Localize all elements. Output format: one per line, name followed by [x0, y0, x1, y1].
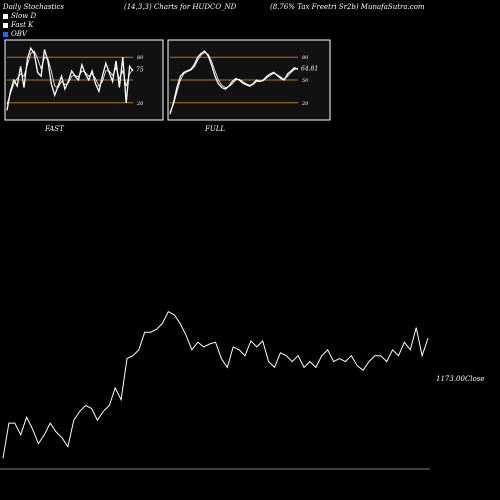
- close-price-label: 1173.00Close: [436, 375, 485, 383]
- full-series-full-d: [169, 52, 299, 113]
- full-series-full-k: [169, 50, 299, 115]
- full-level-label: 20: [301, 101, 309, 107]
- chart-subtitle: (14,3,3) Charts for HUDCO_ND: [124, 3, 237, 11]
- fast-level-label: 20: [136, 101, 144, 107]
- price-obv-plot: [2, 311, 429, 459]
- full-level-label: 50: [302, 78, 309, 84]
- fast-value-label: 75: [136, 66, 144, 73]
- legend-swatch: [3, 31, 8, 37]
- legend-obv: OBV: [3, 30, 27, 38]
- full-level-label: 80: [302, 55, 309, 61]
- legend-swatch: [3, 13, 8, 19]
- full-value-label: 64.81: [301, 66, 318, 73]
- site-credit: (8.76% Tax Freetri Sr2b) MunafaSutra.com: [270, 3, 425, 11]
- full-stochastic-plot: 80 50 20 64.81: [169, 50, 318, 115]
- fast-stochastic-plot: 80 20 75: [6, 46, 144, 111]
- full-axis-label: FULL: [204, 125, 225, 133]
- legend-swatch: [3, 22, 8, 28]
- fast-series-slow-d: [6, 50, 134, 105]
- fast-series-fast-k: [6, 46, 134, 111]
- legend-slow-d: Slow D: [3, 12, 36, 20]
- series-close: [2, 311, 429, 459]
- chart-title: Daily Stochastics: [3, 3, 65, 11]
- legend-fast-k: Fast K: [3, 21, 33, 29]
- fast-level-label: 80: [137, 55, 144, 61]
- fast-axis-label: FAST: [44, 125, 65, 133]
